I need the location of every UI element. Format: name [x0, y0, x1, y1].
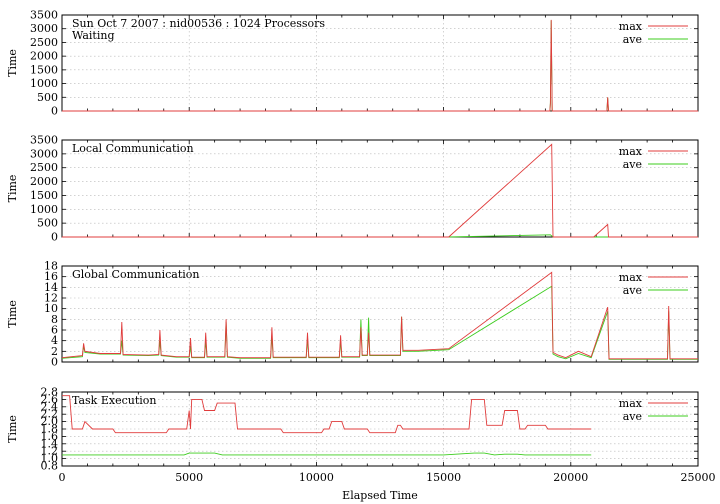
panel-4: 0.81.01.21.41.61.82.02.22.42.62.8 Task Ex… [6, 386, 716, 503]
legend-label-ave: ave [623, 33, 642, 46]
y-tick-label: 1.8 [41, 423, 59, 436]
x-tick-label: 5000 [175, 471, 203, 484]
y-axis-label: Time [6, 415, 19, 443]
y-tick-label: 2.2 [41, 408, 59, 421]
plot-frame [61, 265, 699, 363]
y-axis-label: Time [6, 300, 19, 328]
y-tick-label: 0 [51, 231, 58, 244]
series-line-max [61, 271, 698, 360]
y-axis-label: Time [6, 49, 19, 77]
y-tick-label: 2.0 [41, 415, 59, 428]
y-tick-label: 3000 [30, 22, 58, 35]
x-tick-label: 10000 [299, 471, 334, 484]
y-tick-label: 1.6 [41, 430, 59, 443]
legend-label-max: max [619, 20, 643, 33]
panel-title: Local Communication [72, 142, 194, 155]
y-tick-label: 2.8 [41, 386, 59, 399]
y-tick-label: 12 [44, 292, 58, 305]
series-line-max [62, 19, 698, 112]
legend-label-max: max [619, 271, 643, 284]
y-tick-label: 14 [44, 281, 58, 294]
y-tick-label: 0 [51, 105, 58, 118]
y-tick-label: 1500 [30, 63, 58, 76]
legend-label-ave: ave [623, 284, 642, 297]
y-tick-label: 2.4 [41, 400, 59, 413]
y-tick-label: 2 [51, 345, 58, 358]
y-tick-label: 1.4 [41, 437, 59, 450]
y-tick-label: 2.6 [41, 393, 59, 406]
y-tick-label: 0.8 [41, 460, 59, 473]
y-tick-label: 3000 [30, 147, 58, 160]
x-tick-label: 20000 [553, 471, 588, 484]
y-axis-label: Time [6, 175, 19, 203]
y-tick-label: 2500 [30, 161, 58, 174]
y-tick-label: 16 [44, 270, 58, 283]
legend-label-max: max [619, 145, 643, 158]
x-tick-label: 0 [59, 471, 66, 484]
legend-label-ave: ave [623, 410, 642, 423]
y-tick-label: 2000 [30, 175, 58, 188]
series-line-max [62, 395, 592, 434]
y-tick-label: 500 [37, 91, 58, 104]
plot-frame [61, 391, 699, 467]
y-tick-label: 10 [44, 302, 58, 315]
y-tick-label: 3500 [30, 134, 58, 147]
y-tick-label: 2000 [30, 50, 58, 63]
x-axis-label: Elapsed Time [342, 489, 418, 502]
y-tick-label: 3500 [30, 9, 58, 22]
y-tick-label: 2500 [30, 36, 58, 49]
y-tick-label: 1000 [30, 203, 58, 216]
y-tick-label: 500 [37, 217, 58, 230]
legend-label-ave: ave [623, 158, 642, 171]
y-tick-label: 6 [51, 324, 58, 337]
series-line-max [62, 143, 698, 238]
panel-subtitle: Waiting [72, 29, 115, 42]
x-tick-label: 15000 [426, 471, 461, 484]
y-tick-label: 1.0 [41, 452, 59, 465]
y-tick-label: 4 [51, 334, 58, 347]
y-tick-label: 1.2 [41, 445, 59, 458]
series-line-ave [62, 452, 592, 456]
y-tick-label: 0 [51, 356, 58, 369]
y-tick-label: 1500 [30, 189, 58, 202]
panel-title: Task Execution [72, 394, 156, 407]
legend-label-max: max [619, 397, 643, 410]
y-tick-label: 8 [51, 313, 58, 326]
panel-title: Global Communication [72, 268, 200, 281]
panel-title: Sun Oct 7 2007 : nid00536 : 1024 Process… [72, 17, 325, 30]
y-tick-label: 18 [44, 260, 58, 273]
x-tick-label: 25000 [681, 471, 716, 484]
y-tick-label: 1000 [30, 77, 58, 90]
